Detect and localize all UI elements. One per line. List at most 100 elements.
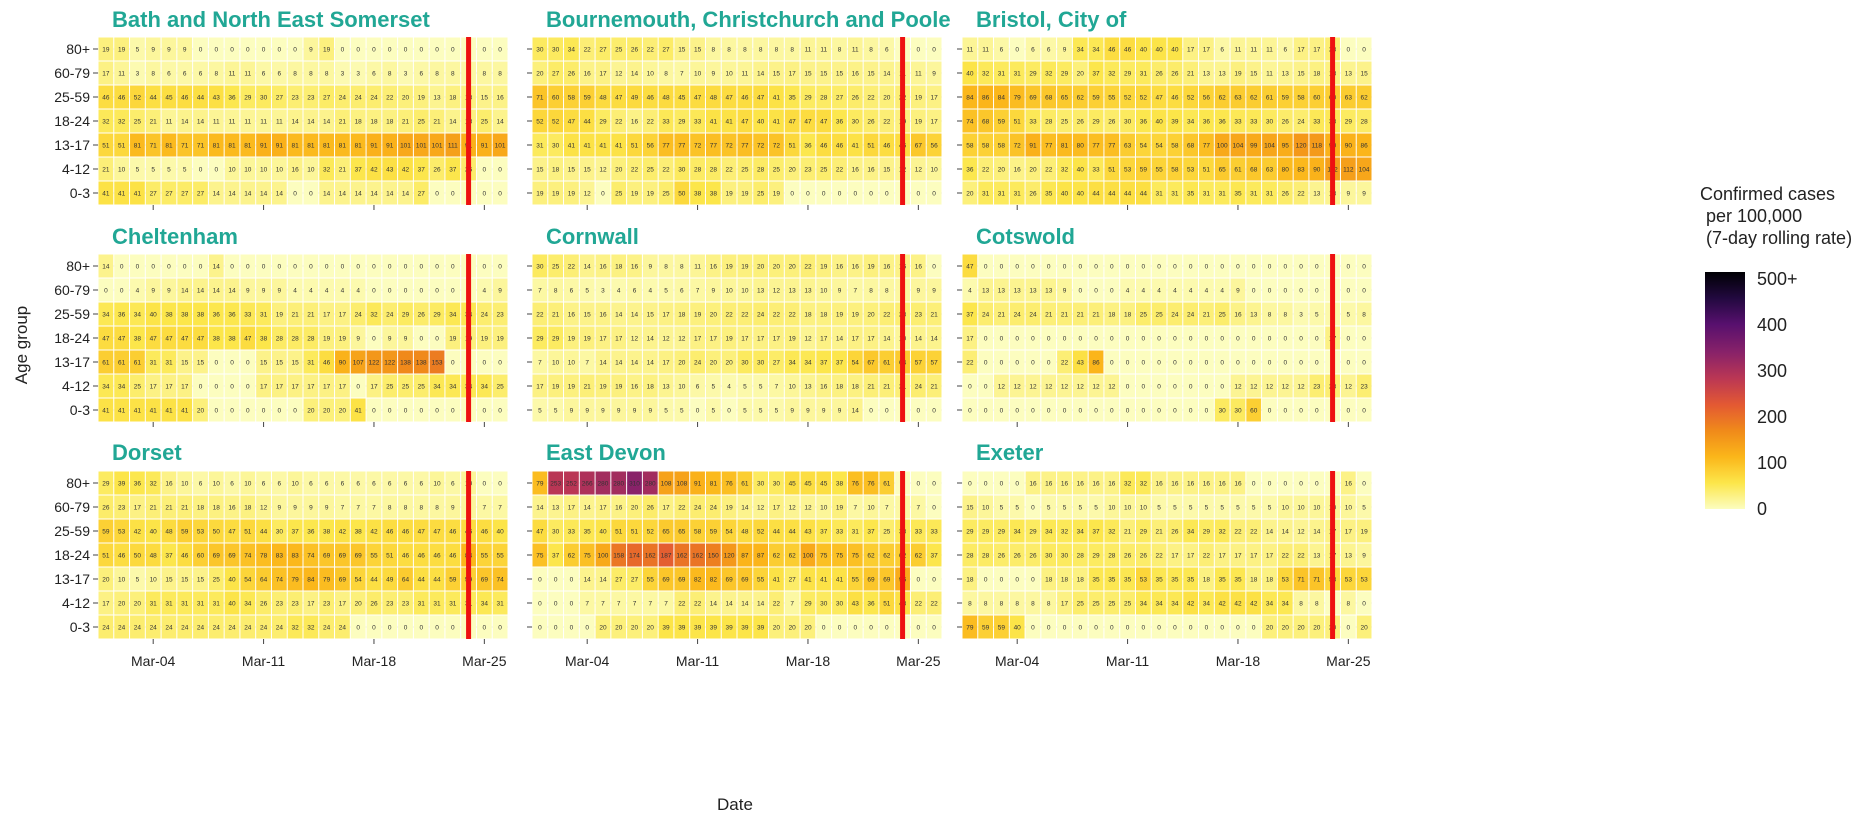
heatmap-cell xyxy=(962,61,978,85)
heatmap-cell xyxy=(800,326,816,350)
cell-value-label: 0 xyxy=(1173,335,1177,342)
heatmap-cell xyxy=(784,181,800,205)
cell-value-label: 4 xyxy=(309,287,313,294)
cell-value-label: 41 xyxy=(134,190,142,197)
cell-value-label: 11 xyxy=(967,46,974,53)
cell-value-label: 19 xyxy=(102,46,110,53)
cell-value-label: 120 xyxy=(1296,142,1307,149)
heatmap-cell xyxy=(705,302,721,326)
heatmap-cell xyxy=(847,181,863,205)
heatmap-cell xyxy=(335,398,350,422)
heatmap-cell xyxy=(98,85,114,109)
heatmap-cell xyxy=(413,181,429,205)
heatmap-cell xyxy=(492,85,508,109)
heatmap-cell xyxy=(1262,133,1277,157)
cell-value-label: 0 xyxy=(435,624,439,631)
heatmap-cell xyxy=(611,302,627,326)
heatmap-cell xyxy=(303,326,319,350)
heatmap-cell xyxy=(1088,85,1104,109)
cell-value-label: 36 xyxy=(213,311,221,318)
cell-value-label: 39 xyxy=(118,480,126,487)
cell-value-label: 25 xyxy=(1061,118,1069,125)
cell-value-label: 17 xyxy=(307,383,315,390)
heatmap-cell xyxy=(816,85,832,109)
heatmap-cell xyxy=(705,374,721,398)
heatmap-cell xyxy=(1151,61,1167,85)
heatmap-cell xyxy=(98,302,114,326)
cell-value-label: 51 xyxy=(867,142,875,149)
heatmap-cell xyxy=(532,109,548,133)
cell-value-label: 18 xyxy=(1203,576,1211,583)
cell-value-label: 46 xyxy=(1171,94,1179,101)
cell-value-label: 0 xyxy=(1173,359,1177,366)
heatmap-cell xyxy=(208,61,224,85)
heatmap-cell xyxy=(161,37,177,61)
heatmap-cell xyxy=(658,326,674,350)
cell-value-label: 0 xyxy=(356,624,360,631)
heatmap-cell xyxy=(366,302,382,326)
cell-value-label: 27 xyxy=(150,190,158,197)
cell-value-label: 45 xyxy=(678,94,686,101)
cell-value-label: 15 xyxy=(584,166,592,173)
cell-value-label: 9 xyxy=(1362,552,1366,559)
heatmap-cell xyxy=(98,278,114,302)
heatmap-cell xyxy=(564,85,579,109)
cell-value-label: 9 xyxy=(167,287,171,294)
heatmap-cell xyxy=(1104,109,1120,133)
cell-value-label: 27 xyxy=(323,94,331,101)
heatmap-cell xyxy=(98,133,114,157)
cell-value-label: 3 xyxy=(356,70,360,77)
heatmap-cell xyxy=(690,37,705,61)
cell-value-label: 23 xyxy=(402,600,410,607)
cell-value-label: 162 xyxy=(692,552,703,559)
x-tick-label: Mar-18 xyxy=(352,653,397,669)
heatmap-cell xyxy=(1183,61,1199,85)
cell-value-label: 9 xyxy=(388,335,392,342)
heatmap-cell xyxy=(642,85,658,109)
heatmap-cell xyxy=(303,157,319,181)
cell-value-label: 0 xyxy=(1031,504,1035,511)
cell-value-label: 22 xyxy=(678,504,686,511)
cell-value-label: 0 xyxy=(932,624,936,631)
cell-value-label: 9 xyxy=(293,504,297,511)
cell-value-label: 39 xyxy=(741,624,749,631)
heatmap-cell xyxy=(256,133,271,157)
cell-value-label: 61 xyxy=(883,359,891,366)
cell-value-label: 10 xyxy=(291,480,299,487)
heatmap-cell xyxy=(1057,37,1072,61)
cell-value-label: 44 xyxy=(1092,190,1100,197)
heatmap-cell xyxy=(863,326,879,350)
cell-value-label: 16 xyxy=(496,94,504,101)
cell-value-label: 0 xyxy=(341,263,345,270)
heatmap-cell xyxy=(532,326,548,350)
heatmap-cell xyxy=(476,61,492,85)
cell-value-label: 46 xyxy=(836,142,844,149)
cell-value-label: 42 xyxy=(1250,600,1258,607)
legend-tick-400: 400 xyxy=(1757,315,1787,335)
cell-value-label: 7 xyxy=(917,504,921,511)
cell-value-label: 30 xyxy=(552,142,560,149)
cell-value-label: 22 xyxy=(568,263,576,270)
heatmap-cell xyxy=(847,302,863,326)
cell-value-label: 39 xyxy=(725,624,733,631)
heatmap-cell xyxy=(335,278,350,302)
cell-value-label: 46 xyxy=(181,94,189,101)
heatmap-cell xyxy=(224,37,240,61)
cell-value-label: 8 xyxy=(554,287,558,294)
heatmap-cell xyxy=(1356,61,1372,85)
heatmap-cell xyxy=(705,133,721,157)
cell-value-label: 6 xyxy=(230,480,234,487)
heatmap-cell xyxy=(595,133,611,157)
cell-value-label: 13 xyxy=(1345,70,1353,77)
cell-value-label: 47 xyxy=(181,335,189,342)
cell-value-label: 8 xyxy=(325,70,329,77)
heatmap-cell xyxy=(319,61,335,85)
panel-title: Exeter xyxy=(976,440,1044,465)
heatmap-cell xyxy=(366,157,382,181)
cell-value-label: 17 xyxy=(307,600,315,607)
cell-value-label: 51 xyxy=(615,528,623,535)
cell-value-label: 36 xyxy=(867,600,875,607)
cell-value-label: 9 xyxy=(183,46,187,53)
cell-value-label: 39 xyxy=(710,624,718,631)
heatmap-cell xyxy=(611,85,627,109)
